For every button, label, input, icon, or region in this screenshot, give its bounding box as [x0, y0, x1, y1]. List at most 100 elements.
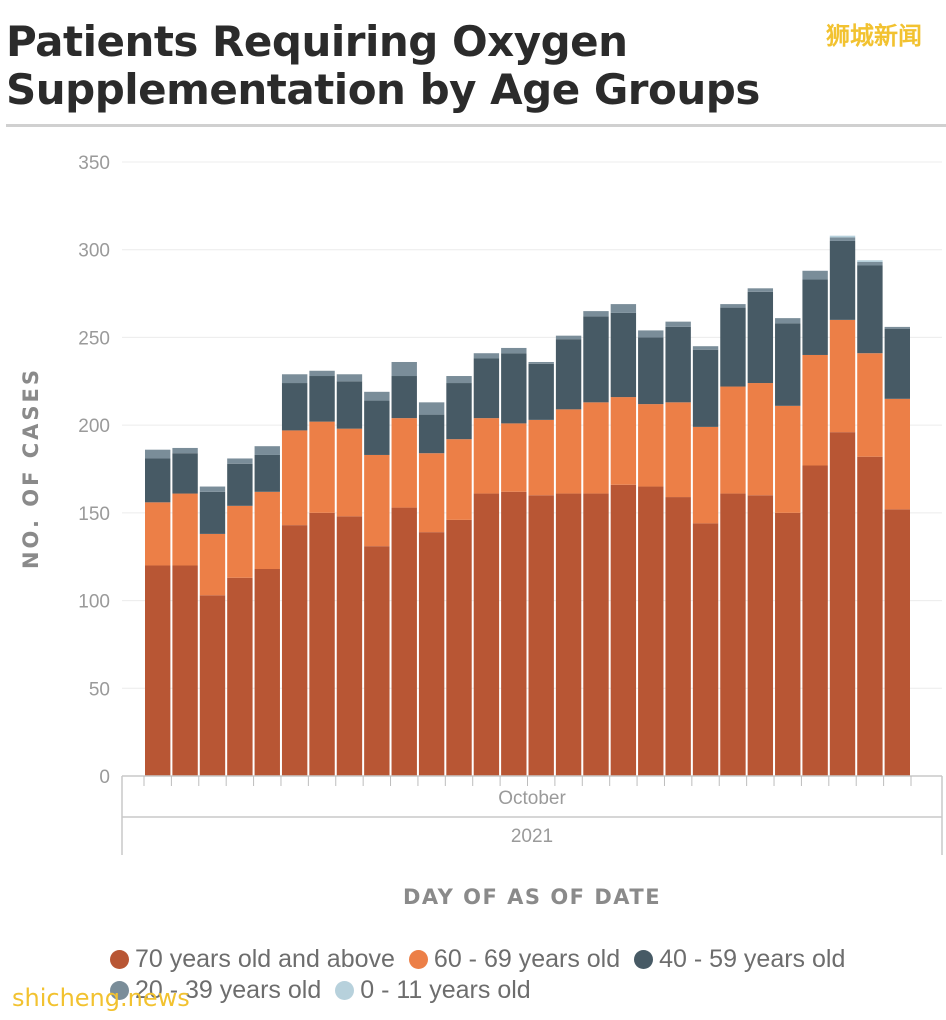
- bar-segment-20_39: [446, 376, 472, 384]
- bar-segment-60_69: [172, 493, 198, 566]
- bar-segment-40_59: [857, 265, 883, 354]
- x-axis-label: DAY OF AS OF DATE: [403, 885, 661, 909]
- watermark-site: shicheng.news: [12, 984, 190, 1012]
- legend-swatch-icon: [110, 981, 129, 1000]
- legend-label: 60 - 69 years old: [433, 945, 621, 973]
- legend-item-0_11[interactable]: 0 - 11 years old: [335, 975, 531, 1006]
- bar-segment-20_39: [610, 304, 637, 313]
- legend-swatch-icon: [634, 950, 654, 969]
- bar-segment-60_69: [227, 505, 253, 578]
- bar-segment-70_plus: [501, 491, 527, 776]
- bar-segment-70_plus: [857, 456, 883, 776]
- title-line-1: Patients Requiring Oxygen: [6, 17, 628, 66]
- title-divider: [6, 124, 946, 127]
- bar-segment-60_69: [720, 386, 746, 494]
- y-tick-label: 50: [89, 679, 110, 700]
- legend-item-70_plus[interactable]: 70 years old and above: [110, 944, 395, 975]
- bar-segment-40_59: [473, 358, 500, 419]
- bars: [145, 235, 910, 776]
- bar-segment-40_59: [336, 381, 363, 429]
- bar-segment-70_plus: [309, 512, 335, 776]
- bar-segment-60_69: [281, 430, 308, 526]
- bar-segment-20_39: [747, 288, 774, 292]
- bar-segment-70_plus: [829, 432, 856, 776]
- bar-segment-60_69: [145, 502, 171, 566]
- legend-label: 20 - 39 years old: [135, 976, 322, 1004]
- bar-segment-60_69: [528, 419, 554, 496]
- bar-segment-20_39: [528, 361, 554, 364]
- bar-segment-20_39: [418, 402, 445, 415]
- legend-item-20_39[interactable]: 20 - 39 years old: [110, 975, 321, 1006]
- bar-segment-40_59: [555, 339, 582, 410]
- bar-segment-20_39: [336, 374, 363, 382]
- bar-segment-40_59: [281, 383, 308, 431]
- bar-segment-20_39: [172, 447, 198, 454]
- bar-segment-20_39: [309, 370, 335, 377]
- bar-segment-70_plus: [884, 509, 910, 776]
- legend-label: 0 - 11 years old: [360, 976, 531, 1004]
- bar-segment-40_59: [254, 454, 280, 492]
- legend-item-40_59[interactable]: 40 - 59 years old: [634, 944, 845, 975]
- bar-segment-20_39: [665, 321, 691, 327]
- bar-segment-40_59: [720, 307, 746, 387]
- bar-segment-60_69: [364, 454, 390, 547]
- bar-segment-70_plus: [720, 493, 746, 776]
- bar-segment-70_plus: [692, 523, 719, 776]
- bar-segment-20_39: [775, 318, 801, 324]
- bar-segment-20_39: [829, 237, 856, 241]
- bar-segment-70_plus: [473, 493, 500, 776]
- bar-segment-70_plus: [610, 484, 637, 776]
- bar-segment-70_plus: [802, 465, 828, 776]
- bar-segment-60_69: [199, 533, 226, 596]
- x-group-year-label: 2021: [511, 826, 553, 847]
- bar-segment-60_69: [446, 439, 472, 520]
- y-tick-label: 250: [78, 328, 110, 349]
- bar-segment-70_plus: [665, 497, 691, 776]
- bar-segment-40_59: [747, 291, 774, 384]
- stacked-bar-chart: 0 50 100 150 200 250 300 350 NO. OF CASES DAY O…: [19, 153, 943, 909]
- bar-segment-70_plus: [555, 493, 582, 776]
- bar-segment-40_59: [638, 337, 664, 405]
- bar-segment-70_plus: [638, 486, 664, 776]
- bar-segment-70_plus: [364, 546, 390, 776]
- bar-segment-70_plus: [336, 516, 363, 776]
- bar-segment-60_69: [665, 402, 691, 498]
- bar-segment-20_39: [802, 270, 828, 280]
- bar-segment-20_39: [555, 335, 582, 340]
- bar-segment-20_39: [391, 361, 417, 377]
- bar-segment-40_59: [172, 453, 198, 494]
- bar-segment-20_39: [583, 311, 609, 317]
- bar-segment-0_11: [829, 235, 856, 238]
- bar-segment-40_59: [309, 376, 335, 422]
- bar-segment-20_39: [254, 446, 280, 455]
- bar-segment-40_59: [884, 328, 910, 399]
- bar-segment-20_39: [281, 374, 308, 384]
- bar-segment-70_plus: [391, 507, 417, 776]
- bar-segment-60_69: [857, 353, 883, 457]
- bar-segment-40_59: [227, 463, 253, 506]
- y-tick-label: 0: [99, 767, 110, 788]
- y-tick-label: 350: [78, 153, 110, 174]
- chart-title: Patients Requiring Oxygen Supplementatio…: [6, 18, 760, 114]
- bar-segment-20_39: [720, 304, 746, 308]
- bar-segment-20_39: [857, 261, 883, 266]
- bar-segment-20_39: [227, 458, 253, 464]
- bar-segment-40_59: [364, 400, 390, 455]
- y-axis-label: NO. OF CASES: [19, 367, 43, 569]
- bar-segment-70_plus: [528, 495, 554, 776]
- bar-segment-40_59: [528, 363, 554, 420]
- bar-segment-20_39: [199, 486, 226, 492]
- legend-label: 40 - 59 years old: [659, 945, 846, 973]
- legend-swatch-icon: [335, 981, 355, 1000]
- bar-segment-70_plus: [747, 495, 774, 776]
- bar-segment-60_69: [555, 409, 582, 494]
- x-group-month-label: October: [498, 788, 566, 809]
- bar-segment-20_39: [884, 326, 910, 329]
- bar-segment-60_69: [501, 423, 527, 492]
- bar-segment-20_39: [692, 346, 719, 350]
- legend-item-60_69[interactable]: 60 - 69 years old: [408, 944, 621, 975]
- bar-segment-40_59: [501, 353, 527, 424]
- bar-segment-20_39: [364, 391, 390, 401]
- bar-segment-60_69: [391, 418, 417, 508]
- bar-segment-70_plus: [199, 595, 226, 776]
